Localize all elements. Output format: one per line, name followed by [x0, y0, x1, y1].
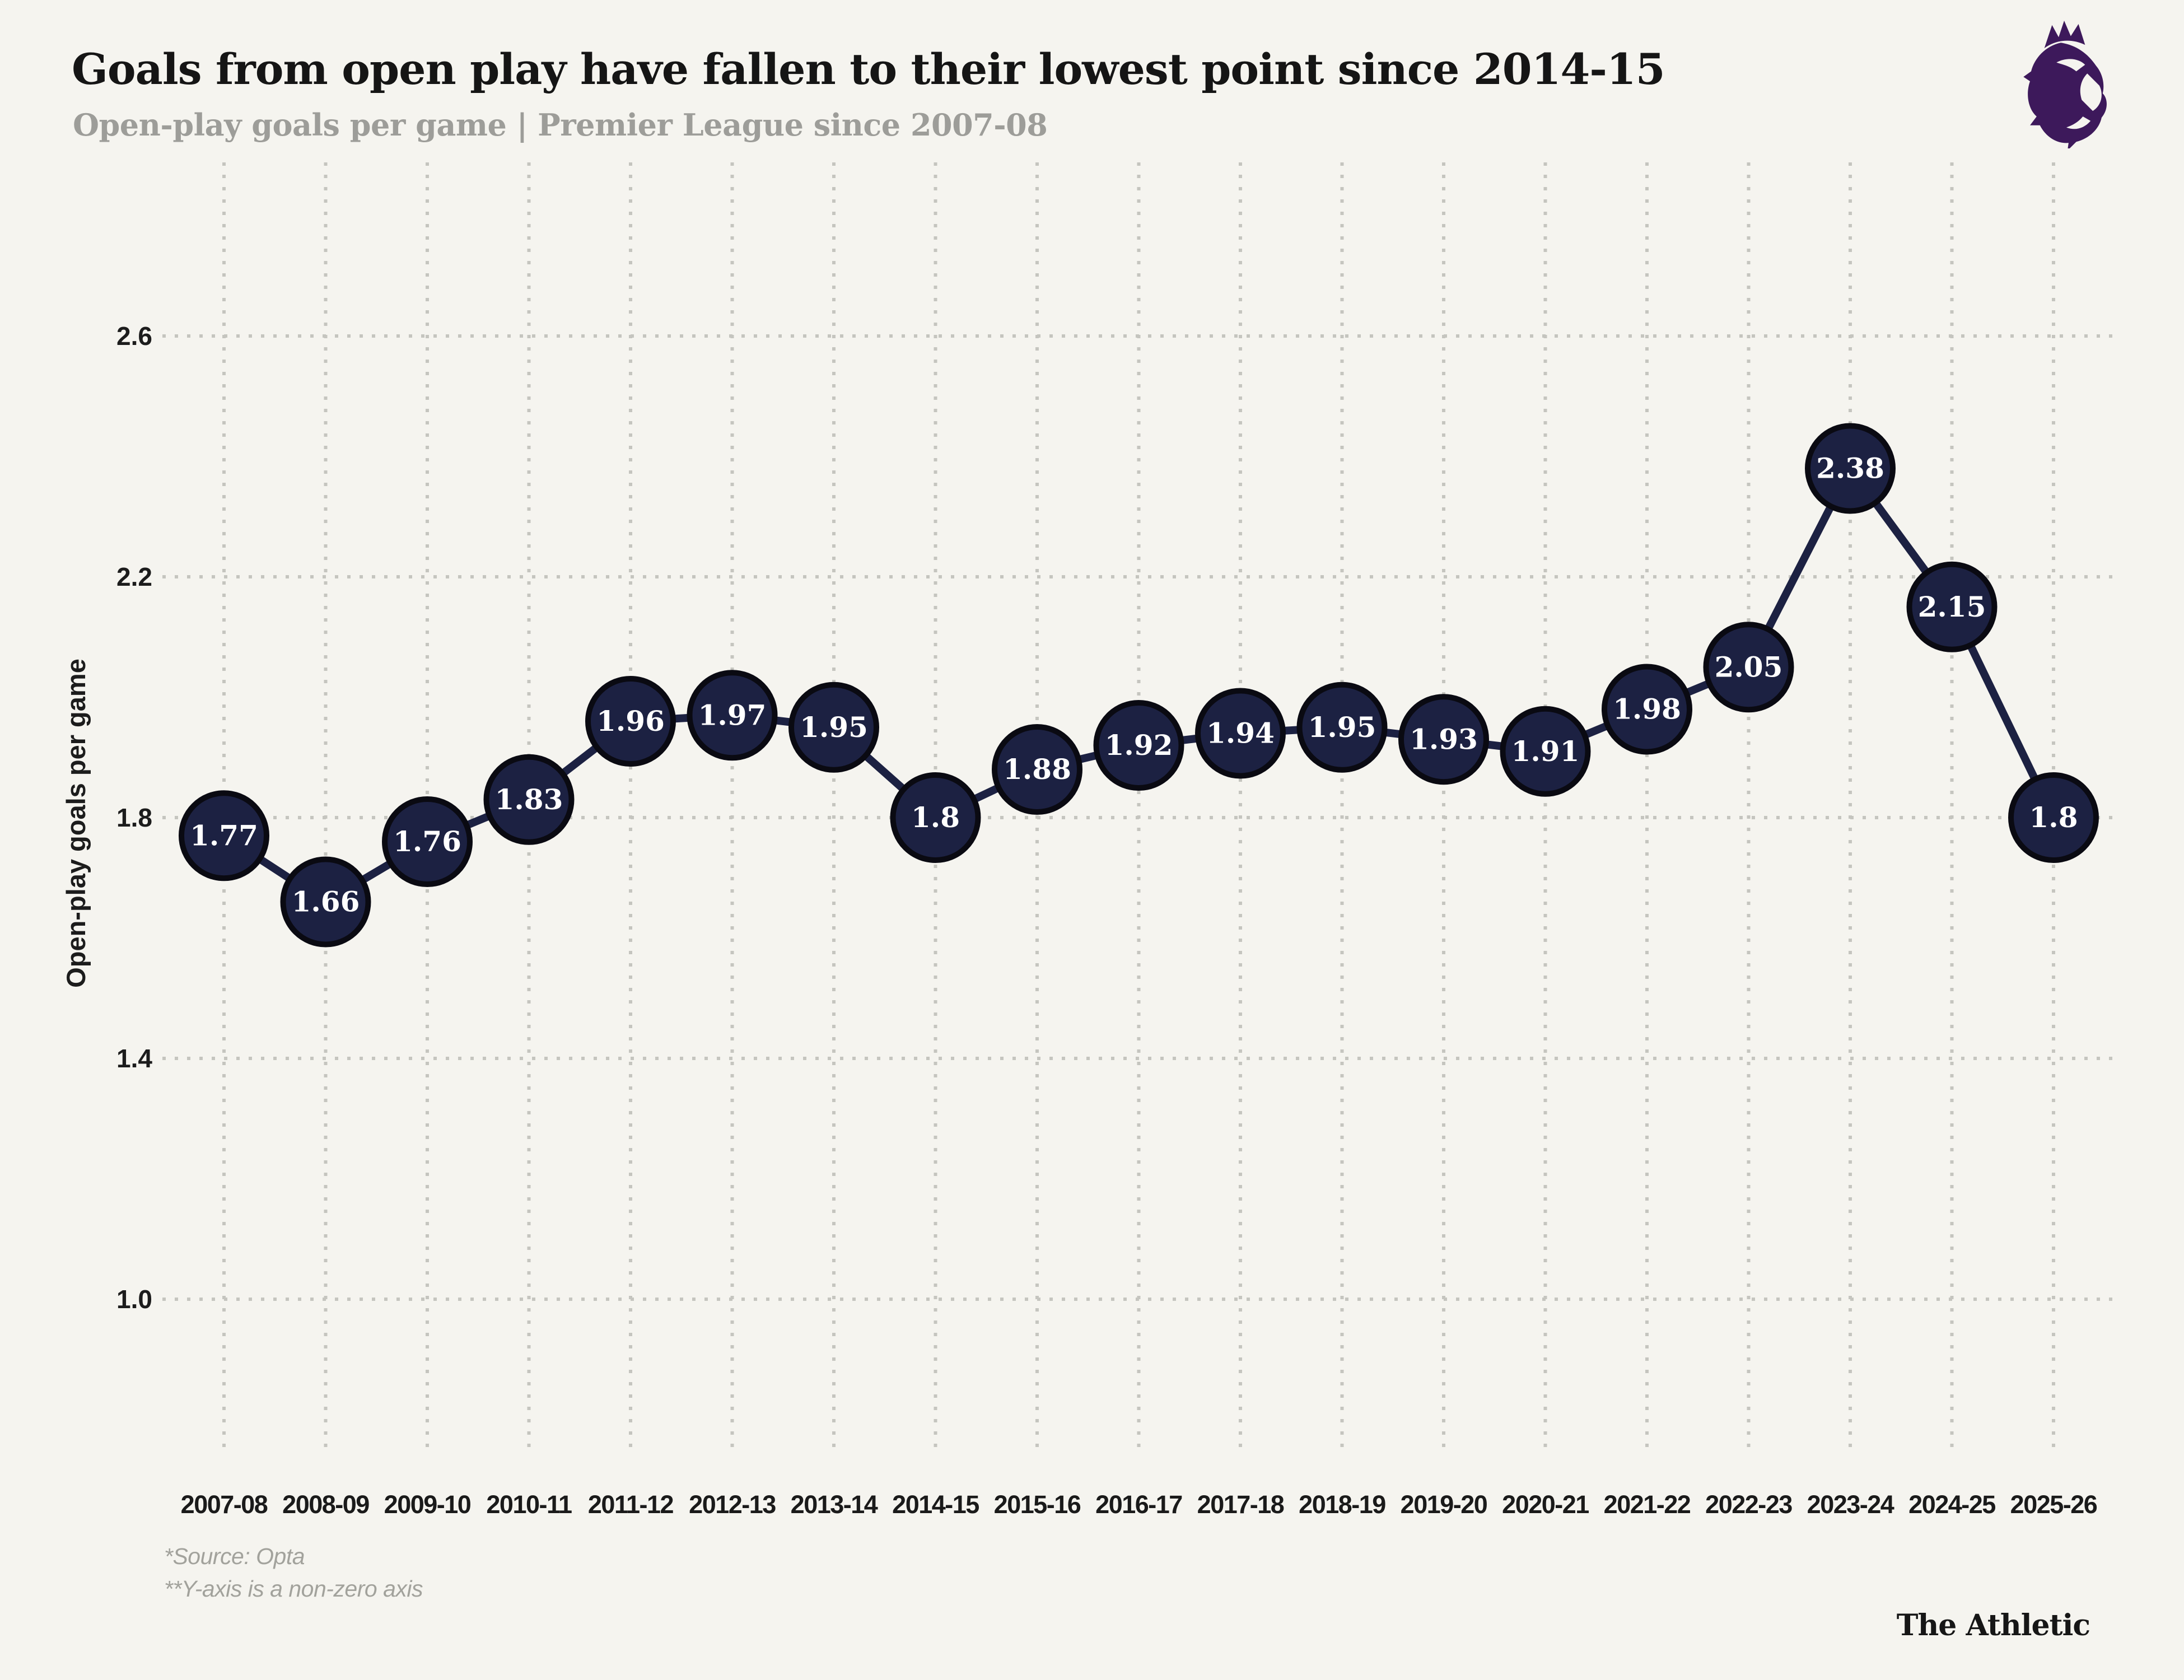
x-tick-label: 2015-16	[994, 1490, 1081, 1519]
data-point-value: 1.92	[1105, 729, 1173, 762]
x-tick-label: 2025-26	[2010, 1490, 2097, 1519]
data-point-marker	[585, 676, 676, 767]
x-tick-label: 2020-21	[1502, 1490, 1589, 1519]
lion-crown	[2044, 20, 2085, 49]
data-point-value: 1.8	[911, 801, 960, 834]
data-point-value: 1.95	[800, 711, 868, 744]
x-tick-label: 2008-09	[282, 1490, 369, 1519]
x-tick-label: 2018-19	[1299, 1490, 1385, 1519]
y-tick-label: 1.0	[116, 1285, 152, 1314]
data-point-marker	[1195, 688, 1286, 779]
data-point-marker	[1093, 700, 1184, 791]
data-point-marker	[687, 670, 778, 761]
data-point-value: 1.98	[1613, 693, 1681, 726]
x-tick-label: 2019-20	[1401, 1490, 1487, 1519]
y-tick-label: 1.8	[116, 803, 152, 832]
lion-eye	[2056, 59, 2085, 72]
axis-note: **Y-axis is a non-zero axis	[164, 1576, 423, 1602]
lion-muzzle	[2080, 73, 2102, 111]
data-point-marker	[1602, 664, 1692, 755]
chart-subtitle: Open-play goals per game | Premier Leagu…	[73, 107, 1048, 143]
data-point-value: 1.8	[2029, 801, 2078, 834]
data-point-value: 1.88	[1003, 753, 1071, 786]
x-tick-label: 2016-17	[1095, 1490, 1182, 1519]
data-point-marker	[1703, 622, 1794, 713]
data-point-marker	[1296, 682, 1388, 773]
data-point-value: 2.05	[1715, 650, 1783, 683]
x-tick-label: 2022-23	[1705, 1490, 1792, 1519]
data-point-value: 1.94	[1206, 717, 1275, 750]
data-point-marker	[1398, 694, 1489, 785]
data-point-value: 1.76	[393, 825, 461, 858]
source-note: *Source: Opta	[164, 1543, 305, 1569]
x-tick-label: 2009-10	[384, 1490, 471, 1519]
data-point-marker	[382, 796, 473, 887]
data-point-value: 1.91	[1511, 735, 1580, 768]
data-point-value: 2.38	[1816, 452, 1884, 485]
data-point-marker	[483, 754, 575, 845]
y-tick-label: 1.4	[116, 1044, 152, 1073]
y-tick-label: 2.2	[116, 562, 152, 591]
x-tick-label: 2010-11	[486, 1490, 572, 1519]
data-point-value: 1.93	[1410, 722, 1478, 755]
data-point-value: 1.97	[698, 698, 767, 731]
data-point-marker	[280, 856, 371, 948]
the-athletic-wordmark: The Athletic	[1896, 1608, 2090, 1642]
data-point-marker	[179, 790, 269, 881]
x-tick-label: 2024-25	[1908, 1490, 1995, 1519]
data-point-marker	[890, 772, 981, 863]
x-tick-label: 2021-22	[1604, 1490, 1691, 1519]
data-point-value: 2.15	[1918, 590, 1986, 623]
data-point-marker	[1805, 423, 1896, 514]
y-axis-label: Open-play goals per game	[61, 659, 91, 988]
data-point-value: 1.66	[292, 885, 360, 918]
lion-jaw	[2066, 116, 2091, 129]
x-tick-label: 2023-24	[1807, 1490, 1894, 1519]
x-tick-label: 2007-08	[181, 1490, 268, 1519]
data-point-marker	[788, 682, 879, 773]
x-tick-label: 2013-14	[791, 1490, 878, 1519]
y-tick-label: 2.6	[116, 321, 152, 351]
data-point-value: 1.96	[596, 704, 665, 738]
x-tick-label: 2011-12	[588, 1490, 674, 1519]
data-point-value: 1.95	[1308, 711, 1376, 744]
data-point-value: 1.77	[190, 819, 258, 852]
page-title: Goals from open play have fallen to thei…	[72, 44, 1665, 94]
premier-league-lion-icon	[2023, 20, 2107, 148]
data-point-marker	[1500, 706, 1591, 797]
data-point-marker	[2008, 772, 2099, 863]
data-point-marker	[1906, 561, 1998, 652]
x-tick-label: 2014-15	[892, 1490, 979, 1519]
x-tick-label: 2017-18	[1197, 1490, 1284, 1519]
data-point-value: 1.83	[495, 783, 563, 816]
data-point-marker	[992, 724, 1082, 815]
x-tick-label: 2012-13	[689, 1490, 776, 1519]
